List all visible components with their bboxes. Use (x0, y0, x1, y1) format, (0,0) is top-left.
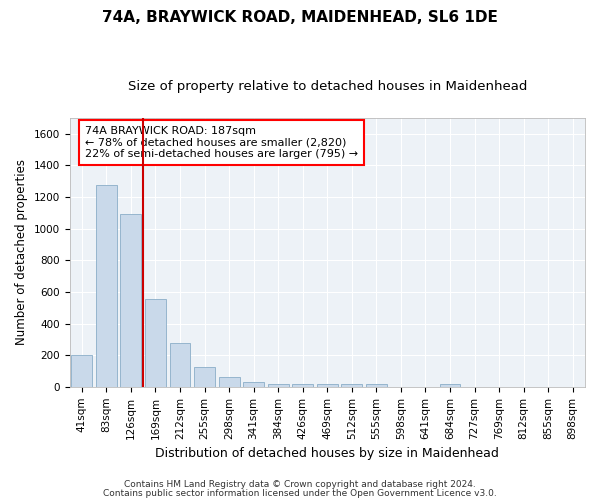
Bar (96, 185, 117, 387)
Bar (440, 384, 460, 387)
Bar (218, 378, 239, 387)
Bar (194, 367, 215, 387)
Bar (292, 384, 313, 387)
Bar (268, 384, 289, 387)
Text: Contains HM Land Registry data © Crown copyright and database right 2024.: Contains HM Land Registry data © Crown c… (124, 480, 476, 489)
Text: 74A, BRAYWICK ROAD, MAIDENHEAD, SL6 1DE: 74A, BRAYWICK ROAD, MAIDENHEAD, SL6 1DE (102, 10, 498, 25)
Bar (317, 384, 338, 387)
Bar (341, 384, 362, 387)
Bar (121, 214, 142, 387)
Text: Contains public sector information licensed under the Open Government Licence v3: Contains public sector information licen… (103, 488, 497, 498)
Bar (71, 355, 92, 387)
Bar (145, 299, 166, 387)
Y-axis label: Number of detached properties: Number of detached properties (15, 160, 28, 346)
Bar (243, 382, 264, 387)
Title: Size of property relative to detached houses in Maidenhead: Size of property relative to detached ho… (128, 80, 527, 93)
Text: 74A BRAYWICK ROAD: 187sqm
← 78% of detached houses are smaller (2,820)
22% of se: 74A BRAYWICK ROAD: 187sqm ← 78% of detac… (85, 126, 358, 159)
Bar (366, 384, 387, 387)
Bar (170, 344, 190, 387)
X-axis label: Distribution of detached houses by size in Maidenhead: Distribution of detached houses by size … (155, 447, 499, 460)
